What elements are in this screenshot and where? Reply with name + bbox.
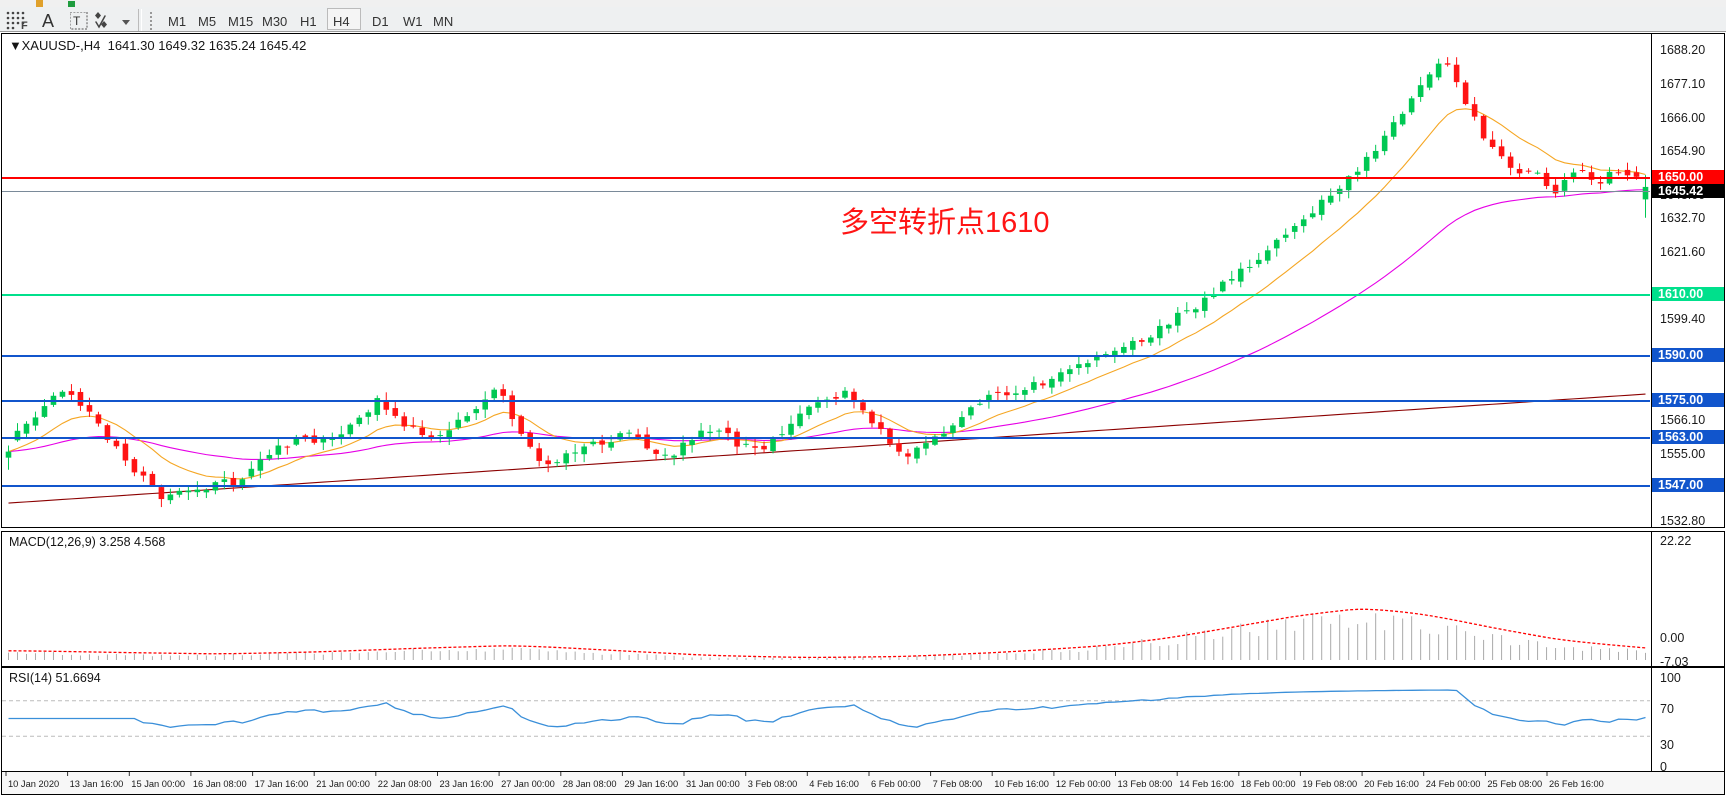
svg-text:16 Jan 08:00: 16 Jan 08:00 [193, 779, 247, 789]
svg-text:17 Jan 16:00: 17 Jan 16:00 [255, 779, 309, 789]
svg-text:19 Feb 08:00: 19 Feb 08:00 [1302, 779, 1357, 789]
svg-text:15 Jan 00:00: 15 Jan 00:00 [131, 779, 185, 789]
svg-text:10 Feb 16:00: 10 Feb 16:00 [994, 779, 1049, 789]
svg-text:13 Feb 08:00: 13 Feb 08:00 [1118, 779, 1173, 789]
svg-text:13 Jan 16:00: 13 Jan 16:00 [70, 779, 124, 789]
svg-text:20 Feb 16:00: 20 Feb 16:00 [1364, 779, 1419, 789]
svg-text:4 Feb 16:00: 4 Feb 16:00 [809, 779, 859, 789]
svg-text:7 Feb 08:00: 7 Feb 08:00 [933, 779, 983, 789]
svg-text:3 Feb 08:00: 3 Feb 08:00 [748, 779, 798, 789]
svg-text:10 Jan 2020: 10 Jan 2020 [8, 779, 59, 789]
svg-text:12 Feb 00:00: 12 Feb 00:00 [1056, 779, 1111, 789]
svg-text:24 Feb 00:00: 24 Feb 00:00 [1426, 779, 1481, 789]
svg-text:T: T [73, 14, 81, 28]
svg-text:22 Jan 08:00: 22 Jan 08:00 [378, 779, 432, 789]
svg-text:25 Feb 08:00: 25 Feb 08:00 [1487, 779, 1542, 789]
svg-text:21 Jan 00:00: 21 Jan 00:00 [316, 779, 370, 789]
svg-text:26 Feb 16:00: 26 Feb 16:00 [1549, 779, 1604, 789]
svg-text:6 Feb 00:00: 6 Feb 00:00 [871, 779, 921, 789]
svg-text:14 Feb 16:00: 14 Feb 16:00 [1179, 779, 1234, 789]
svg-text:28 Jan 08:00: 28 Jan 08:00 [563, 779, 617, 789]
svg-text:31 Jan 00:00: 31 Jan 00:00 [686, 779, 740, 789]
svg-text:29 Jan 16:00: 29 Jan 16:00 [624, 779, 678, 789]
svg-text:27 Jan 00:00: 27 Jan 00:00 [501, 779, 555, 789]
svg-text:23 Jan 16:00: 23 Jan 16:00 [440, 779, 494, 789]
svg-text:18 Feb 00:00: 18 Feb 00:00 [1241, 779, 1296, 789]
